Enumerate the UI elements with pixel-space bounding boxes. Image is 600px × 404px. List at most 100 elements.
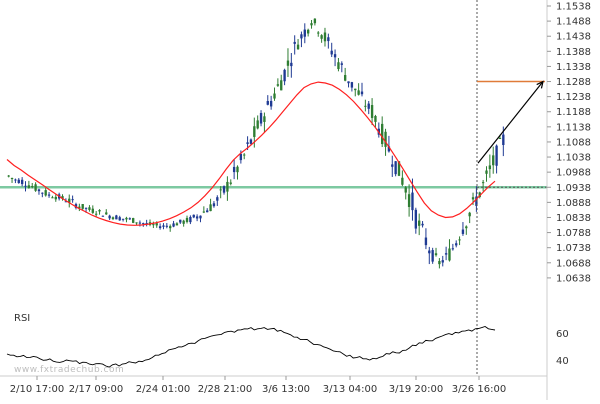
bull-candle: [384, 131, 387, 147]
bull-candle: [465, 226, 468, 229]
bear-candle: [216, 197, 219, 201]
bear-candle: [74, 204, 78, 208]
bull-candle: [478, 192, 481, 197]
bull-candle: [404, 187, 407, 193]
price-tick-label: 1.1188: [556, 107, 591, 118]
bear-candle: [101, 215, 105, 217]
bear-candle: [421, 223, 424, 226]
bear-candle: [189, 216, 192, 223]
bear-candle: [64, 201, 68, 203]
bull-candle: [27, 185, 31, 188]
bear-candle: [37, 189, 41, 192]
bear-candle: [391, 164, 394, 167]
rsi-title: RSI: [14, 313, 30, 324]
price-tick-label: 1.1488: [556, 17, 591, 28]
price-tick-label: 1.0638: [556, 273, 591, 284]
bear-candle: [451, 248, 455, 250]
bear-candle: [424, 237, 428, 246]
bull-candle: [306, 29, 310, 34]
bull-candle: [323, 32, 327, 42]
bull-candle: [381, 123, 384, 145]
bull-candle: [125, 217, 128, 220]
bear-candle: [411, 192, 414, 211]
price-tick-label: 1.1338: [556, 62, 591, 73]
time-tick-label: 3/19 20:00: [389, 384, 443, 395]
bull-candle: [310, 23, 313, 26]
bull-candle: [418, 220, 421, 226]
bull-candle: [226, 181, 229, 192]
bull-candle: [343, 75, 347, 81]
bull-candle: [111, 217, 115, 220]
bear-candle: [428, 250, 431, 254]
bull-candle: [169, 226, 172, 229]
bull-candle: [91, 208, 94, 213]
bull-candle: [202, 211, 206, 213]
bear-candle: [128, 218, 131, 220]
bull-candle: [135, 222, 138, 224]
bear-candle: [118, 217, 121, 221]
bear-candle: [340, 63, 343, 65]
bear-candle: [259, 112, 263, 124]
bull-candle: [10, 177, 14, 179]
bear-candle: [158, 226, 162, 229]
bear-candle: [145, 222, 148, 224]
bear-candle: [290, 62, 293, 67]
bear-candle: [414, 209, 418, 229]
bull-candle: [374, 115, 377, 122]
bear-candle: [249, 139, 253, 144]
price-tick-label: 1.0938: [556, 183, 591, 194]
bear-candle: [121, 218, 125, 220]
bear-candle: [495, 145, 498, 166]
price-tick-label: 1.0988: [556, 168, 591, 179]
price-tick-label: 1.1088: [556, 137, 591, 148]
time-tick-label: 2/10 17:00: [10, 384, 64, 395]
bear-candle: [222, 186, 226, 193]
bear-candle: [330, 50, 333, 55]
bear-candle: [71, 199, 74, 201]
bear-candle: [461, 229, 465, 234]
bear-candle: [502, 134, 505, 146]
bull-candle: [397, 161, 401, 176]
bull-candle: [273, 93, 276, 99]
price-tick-label: 1.0688: [556, 258, 591, 269]
time-tick-label: 2/28 21:00: [198, 384, 252, 395]
bull-candle: [438, 260, 441, 265]
price-tick-label: 1.1038: [556, 153, 591, 164]
bear-candle: [246, 142, 249, 144]
bull-candle: [256, 120, 259, 129]
bull-candle: [81, 204, 84, 209]
bear-candle: [14, 179, 17, 181]
bear-candle: [441, 260, 444, 263]
bear-candle: [360, 91, 364, 95]
price-tick-label: 1.1138: [556, 122, 591, 133]
bear-candle: [195, 216, 199, 219]
bull-candle: [51, 197, 54, 199]
bull-candle: [31, 186, 34, 188]
bear-candle: [172, 223, 175, 227]
rsi-tick-40: 40: [556, 356, 569, 367]
time-axis: 2/10 17:00 2/17 09:00 2/24 01:00 2/28 21:00…: [10, 376, 506, 395]
bear-candle: [367, 103, 370, 109]
time-tick-label: 3/6 13:00: [262, 384, 310, 395]
moving-average-line: [6, 81, 496, 226]
bear-candle: [347, 81, 350, 84]
bear-candle: [165, 225, 169, 227]
bull-candle: [54, 196, 57, 200]
bull-candle: [498, 137, 502, 139]
bear-candle: [431, 250, 434, 262]
projection-arrow-line: [477, 81, 544, 164]
bear-candle: [179, 219, 182, 223]
bull-candle: [276, 84, 280, 86]
bull-candle: [458, 239, 461, 241]
bull-candle: [296, 44, 300, 50]
bear-candle: [232, 166, 236, 173]
price-tick-label: 1.1238: [556, 92, 591, 103]
bear-candle: [350, 82, 354, 88]
bull-candle: [61, 196, 64, 199]
time-tick-label: 3/26 16:00: [452, 384, 506, 395]
bull-candle: [243, 154, 246, 156]
bull-candle: [401, 177, 404, 185]
price-axis: 1.1538 1.1488 1.1438 1.1388 1.1338 1.1288 1.12…: [547, 2, 591, 284]
bear-candle: [394, 161, 397, 175]
